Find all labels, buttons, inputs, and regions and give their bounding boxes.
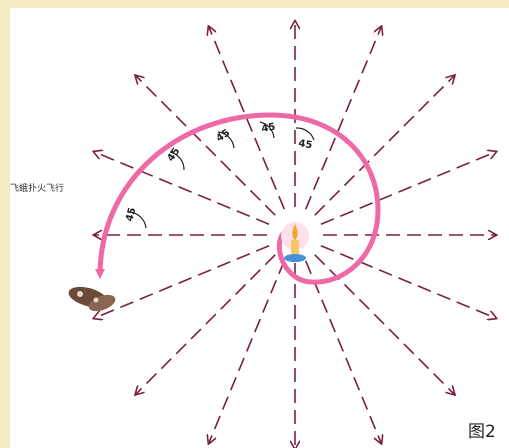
diagram: 45 45 45 45 45 飞蛾扑火飞行 图2 [0, 0, 509, 448]
panel [10, 8, 509, 448]
page: {"caption": "飞蛾扑火飞行", "figure_label": "图… [0, 0, 509, 448]
caption: 飞蛾扑火飞行 [10, 182, 64, 194]
figure-label: 图2 [468, 422, 496, 442]
